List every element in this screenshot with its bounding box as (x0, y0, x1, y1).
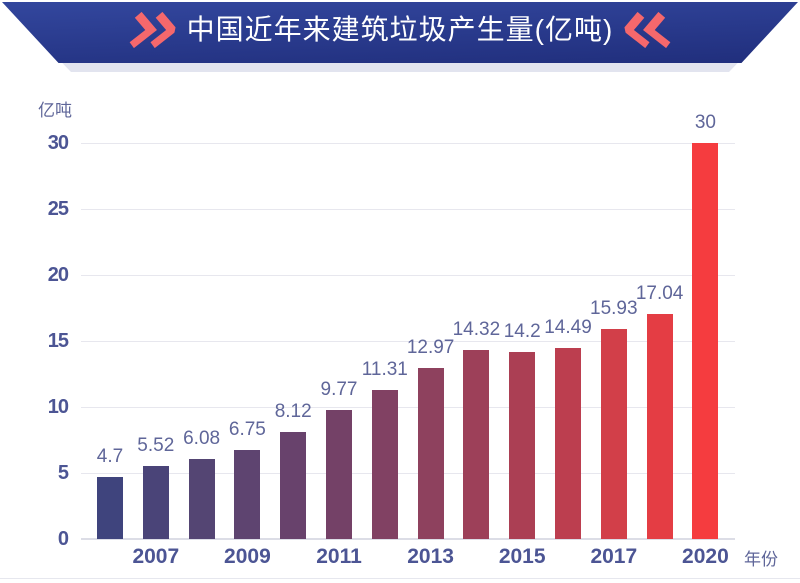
x-tick-label: 2013 (407, 545, 454, 568)
y-tick-label: 20 (47, 264, 69, 286)
bar (509, 352, 536, 539)
x-tick-label: 2007 (132, 545, 180, 568)
title-banner: 中国近年来建筑垃圾产生量(亿吨) (2, 2, 798, 63)
y-axis-unit-label: 亿吨 (38, 101, 72, 120)
x-tick-label: 2009 (224, 545, 271, 568)
y-tick-label: 15 (47, 330, 69, 352)
double-chevron-left-icon (622, 11, 671, 48)
bar (692, 143, 719, 539)
bar-value-label: 11.31 (361, 359, 408, 380)
y-tick-label: 30 (47, 132, 69, 154)
bar-value-label: 30 (694, 112, 716, 133)
double-chevron-right-icon (129, 11, 178, 48)
bar-value-label: 15.93 (590, 298, 638, 319)
y-tick-label: 5 (57, 462, 69, 484)
x-tick-label: 2020 (682, 545, 729, 568)
bar-value-label: 14.32 (452, 319, 501, 340)
bar-value-label: 5.52 (137, 435, 175, 456)
y-tick-label: 0 (57, 528, 69, 550)
gridline (81, 142, 735, 144)
gridline (81, 406, 735, 408)
bar-chart: 亿吨 年份 0 5 10 15 20 25 30 4.7 5.52 6.08 6.75 8.12 9.7… (0, 70, 800, 583)
bar (600, 329, 627, 539)
gridline (81, 274, 735, 276)
x-tick-label: 2017 (590, 545, 638, 568)
bottom-hairline (0, 578, 800, 579)
bar (371, 390, 398, 539)
bar (234, 450, 261, 539)
gridline (81, 340, 735, 342)
y-tick-label: 10 (47, 396, 69, 418)
bar-value-label: 6.75 (228, 419, 266, 440)
bar-value-label: 9.77 (320, 379, 358, 400)
bar-value-label: 8.12 (274, 401, 312, 422)
bar (97, 477, 123, 539)
bar (326, 410, 352, 539)
x-tick-label: 2015 (498, 545, 546, 568)
bar-value-label: 4.7 (96, 446, 124, 467)
bar (646, 314, 673, 539)
bar (417, 368, 444, 539)
x-axis-line (81, 538, 735, 540)
bar-value-label: 14.2 (503, 321, 541, 342)
page-title: 中国近年来建筑垃圾产生量(亿吨) (186, 13, 614, 45)
bar (463, 350, 490, 539)
bar (280, 432, 307, 539)
bar-value-label: 17.04 (635, 283, 684, 304)
y-tick-label: 25 (47, 198, 69, 220)
bar-value-label: 12.97 (406, 337, 455, 358)
x-axis-title: 年份 (744, 550, 778, 569)
bar (555, 348, 581, 539)
gridline (81, 208, 735, 210)
gridline (81, 472, 735, 474)
x-tick-label: 2011 (316, 545, 362, 568)
bar-value-label: 14.49 (544, 317, 592, 338)
bar-value-label: 6.08 (183, 428, 221, 449)
bar (142, 466, 169, 539)
bar (188, 459, 215, 539)
